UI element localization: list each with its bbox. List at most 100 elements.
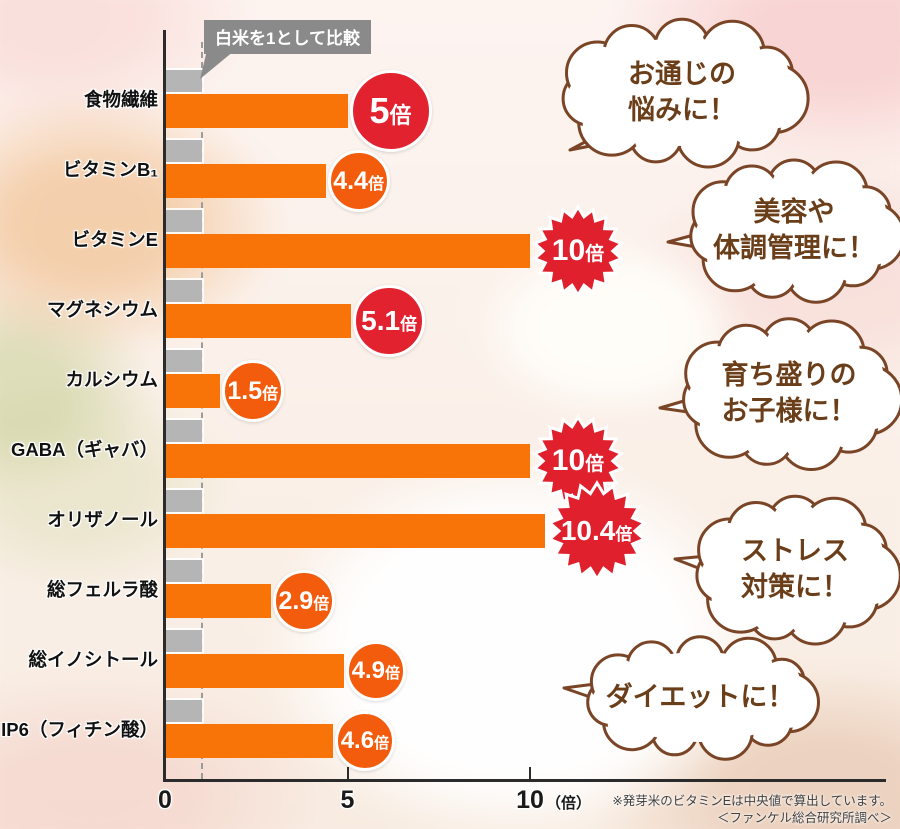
category-label: ビタミンB₁ [62,159,158,180]
cloud-bubble-shape-icon [673,494,900,646]
bubble-text-line: お通じの [628,58,736,89]
bar-germinated-rice [165,234,530,268]
value-number: 10 [551,444,586,477]
tooltip-tail-icon [200,46,240,79]
speech-bubble: 美容や体調管理に！ [666,158,900,304]
value-badge-text: 4.9 倍 [352,659,400,683]
bar-white-rice [163,418,204,444]
category-label: ビタミンE [71,229,158,250]
value-badge-text: 10 倍 [552,236,604,266]
value-number: 2.9 [278,586,314,615]
x-axis-unit-label: （倍） [546,795,592,812]
value-badge-text: 10.4 倍 [561,517,633,545]
value-unit: 倍 [400,315,418,334]
value-badge-text: 2.9 倍 [278,586,330,615]
value-number: 10.4 [560,515,616,546]
x-tick-mark [529,767,531,779]
x-tick-label: 0 [158,786,172,814]
category-label: マグネシウム [46,299,158,320]
bubble-text-line: ダイエットに！ [605,681,795,712]
value-badge: 1.5 倍 [221,360,284,422]
value-badge: 4.4 倍 [327,150,390,212]
x-axis-line [163,779,886,782]
cloud-bubble-shape-icon [562,635,821,761]
bar-germinated-rice [165,514,545,548]
baseline-tooltip: 白米を1として比較 [204,20,371,54]
value-unit: 倍 [615,525,633,544]
value-badge-text: 5.1 倍 [361,307,417,335]
baseline-dashed-line [201,42,203,779]
value-badge-text: 4.6 倍 [341,729,389,753]
value-number: 5.1 [361,305,401,336]
category-label: オリザノール [47,509,158,530]
value-number: 4.9 [351,657,386,684]
footnote-line1: ※発芽米のビタミンEは中央値で算出しています。 [612,794,892,809]
value-badge: 4.9 倍 [345,641,406,701]
burst-shape-icon [531,204,625,298]
x-tick-mark [346,767,349,779]
speech-bubble: ダイエットに！ [562,635,821,761]
bubble-text: 育ち盛りの お子様に！ [684,326,894,460]
value-number: 4.4 [333,166,368,195]
value-badge: 10 倍 [529,202,627,300]
category-label: IP6（フィチン酸） [1,719,158,740]
value-badge: 10.4 倍 [544,478,650,584]
bar-germinated-rice [165,654,344,688]
bar-white-rice [163,278,204,304]
bubble-text-line: ストレス [741,535,849,566]
speech-bubble: お通じの悩みに！ [561,17,810,169]
x-tick-label: 5 [340,786,355,814]
bubble-text-line: 対策に！ [741,572,849,602]
bubble-text: ストレス対策に！ [697,503,893,635]
value-badge-text: 4.4 倍 [333,166,384,195]
footnote: ※発芽米のビタミンEは中央値で算出しています。 ＜ファンケル総合研究所調べ＞ [612,793,892,827]
bubble-text: お通じの悩みに！ [563,26,801,158]
bar-white-rice [163,698,204,724]
value-number: 4.6 [340,727,375,754]
y-axis-line [163,30,166,781]
speech-bubble: ストレス対策に！ [673,494,900,646]
bubble-text-line: 悩みに！ [628,95,736,125]
value-badge-text: 1.5 倍 [227,376,279,405]
bar-germinated-rice [165,584,271,618]
bar-germinated-rice [165,444,530,478]
value-number: 1.5 [227,376,263,405]
category-label: 総イノシトール [28,649,158,670]
speech-bubble: 育ち盛りの お子様に！ [658,317,900,471]
footnote-line2: ＜ファンケル総合研究所調べ＞ [716,811,892,826]
value-unit: 倍 [313,595,330,613]
value-unit: 倍 [374,735,390,752]
baseline-tooltip-label: 白米を1として比較 [215,29,360,48]
cloud-bubble-shape-icon [666,158,900,304]
bubble-text: ダイエットに！ [584,640,816,754]
bar-white-rice [163,138,204,164]
bar-white-rice [163,488,204,514]
value-badge-text: 10 倍 [552,446,604,476]
category-label: 食物繊維 [83,89,158,110]
value-number: 10 [551,234,586,267]
value-unit: 倍 [585,244,605,265]
bar-germinated-rice [165,304,352,338]
category-label: カルシウム [65,369,158,390]
value-badge: 2.9 倍 [272,570,335,632]
bubble-text-line: 美容や [753,196,835,227]
value-unit: 倍 [367,175,384,193]
category-label: GABA（ギャバ） [11,439,158,460]
burst-shape-icon [546,480,647,582]
bar-germinated-rice [165,94,348,128]
bubble-text: 美容や体調管理に！ [690,166,898,294]
value-badge: 4.6 倍 [334,711,395,771]
bar-germinated-rice [165,374,220,408]
cloud-bubble-shape-icon [561,17,810,169]
value-unit: 倍 [385,665,401,682]
bar-white-rice [163,348,204,374]
bubble-text-line: 体調管理に！ [713,233,875,263]
bar-germinated-rice [165,164,326,198]
value-number: 5 [369,90,390,131]
value-badge: 5.1 倍 [353,285,426,357]
value-unit: 倍 [262,385,279,403]
bubble-text-line: 育ち盛りの [721,359,857,390]
